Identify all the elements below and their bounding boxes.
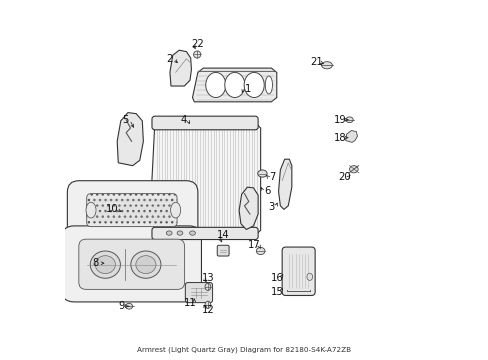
FancyBboxPatch shape bbox=[61, 226, 201, 302]
FancyBboxPatch shape bbox=[217, 245, 228, 256]
Text: Armrest (Light Quartz Gray) Diagram for 82180-S4K-A72ZB: Armrest (Light Quartz Gray) Diagram for … bbox=[137, 346, 351, 353]
Text: 20: 20 bbox=[337, 172, 350, 182]
Ellipse shape bbox=[131, 251, 161, 278]
Text: 6: 6 bbox=[264, 186, 270, 197]
Text: 10: 10 bbox=[105, 204, 118, 215]
Polygon shape bbox=[117, 113, 143, 166]
Ellipse shape bbox=[204, 283, 210, 291]
Polygon shape bbox=[278, 159, 291, 210]
Text: 7: 7 bbox=[269, 172, 275, 182]
FancyBboxPatch shape bbox=[86, 194, 177, 226]
Ellipse shape bbox=[170, 202, 180, 218]
Ellipse shape bbox=[204, 301, 210, 309]
Ellipse shape bbox=[346, 117, 352, 123]
Polygon shape bbox=[149, 117, 260, 235]
Ellipse shape bbox=[177, 231, 183, 235]
Ellipse shape bbox=[257, 170, 266, 177]
Text: 9: 9 bbox=[119, 301, 125, 311]
Text: 19: 19 bbox=[334, 115, 346, 125]
Polygon shape bbox=[239, 187, 258, 229]
FancyBboxPatch shape bbox=[152, 116, 258, 130]
FancyBboxPatch shape bbox=[282, 247, 314, 296]
Ellipse shape bbox=[86, 202, 96, 218]
FancyBboxPatch shape bbox=[79, 239, 184, 289]
Ellipse shape bbox=[166, 231, 172, 235]
Ellipse shape bbox=[205, 72, 225, 98]
Ellipse shape bbox=[306, 273, 312, 280]
Ellipse shape bbox=[244, 72, 264, 98]
Text: 12: 12 bbox=[201, 305, 214, 315]
FancyBboxPatch shape bbox=[185, 283, 212, 303]
Ellipse shape bbox=[321, 62, 332, 69]
Text: 21: 21 bbox=[309, 57, 322, 67]
Ellipse shape bbox=[125, 303, 132, 309]
Text: 4: 4 bbox=[180, 115, 186, 125]
Polygon shape bbox=[345, 131, 357, 142]
Text: 2: 2 bbox=[165, 54, 172, 64]
Text: 1: 1 bbox=[244, 84, 251, 94]
Ellipse shape bbox=[256, 247, 264, 255]
Ellipse shape bbox=[90, 251, 120, 278]
Ellipse shape bbox=[189, 231, 195, 235]
Text: 15: 15 bbox=[270, 287, 283, 297]
Ellipse shape bbox=[224, 72, 244, 98]
Text: 18: 18 bbox=[334, 133, 346, 143]
Text: 3: 3 bbox=[268, 202, 274, 212]
Text: 16: 16 bbox=[270, 273, 283, 283]
Ellipse shape bbox=[265, 76, 272, 94]
Polygon shape bbox=[192, 68, 276, 102]
Ellipse shape bbox=[193, 51, 201, 58]
Ellipse shape bbox=[136, 256, 156, 274]
Ellipse shape bbox=[349, 166, 357, 173]
Polygon shape bbox=[169, 50, 191, 86]
Text: 8: 8 bbox=[92, 258, 99, 268]
Text: 11: 11 bbox=[183, 298, 196, 308]
Ellipse shape bbox=[95, 256, 115, 274]
FancyBboxPatch shape bbox=[152, 227, 258, 239]
Text: 13: 13 bbox=[201, 273, 214, 283]
Text: 22: 22 bbox=[190, 40, 203, 49]
FancyBboxPatch shape bbox=[67, 181, 198, 239]
Text: 17: 17 bbox=[247, 240, 261, 250]
Text: 5: 5 bbox=[122, 115, 128, 125]
Text: 14: 14 bbox=[216, 230, 229, 239]
